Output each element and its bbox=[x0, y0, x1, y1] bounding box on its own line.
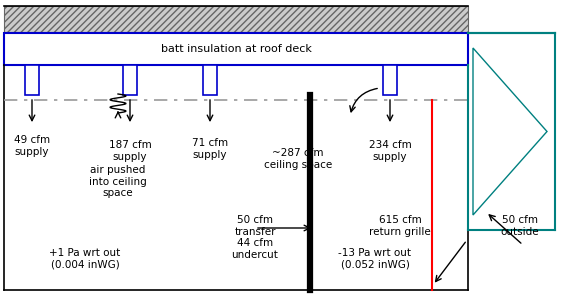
Text: ~287 cfm
ceiling space: ~287 cfm ceiling space bbox=[264, 148, 332, 170]
Bar bbox=[4, 6, 468, 32]
Text: 50 cfm
outside: 50 cfm outside bbox=[501, 215, 540, 237]
Text: 50 cfm
transfer
44 cfm
undercut: 50 cfm transfer 44 cfm undercut bbox=[232, 215, 278, 260]
Text: +1 Pa wrt out
(0.004 inWG): +1 Pa wrt out (0.004 inWG) bbox=[49, 248, 121, 270]
Text: 187 cfm
supply: 187 cfm supply bbox=[108, 140, 151, 162]
Text: batt insulation at roof deck: batt insulation at roof deck bbox=[161, 44, 311, 54]
Text: -13 Pa wrt out
(0.052 inWG): -13 Pa wrt out (0.052 inWG) bbox=[338, 248, 411, 270]
Text: air pushed
into ceiling
space: air pushed into ceiling space bbox=[89, 165, 147, 198]
Text: 49 cfm
supply: 49 cfm supply bbox=[14, 135, 50, 157]
Text: 71 cfm
supply: 71 cfm supply bbox=[192, 138, 228, 160]
Text: 615 cfm
return grille: 615 cfm return grille bbox=[369, 215, 431, 237]
Bar bbox=[383, 65, 397, 95]
Bar bbox=[203, 65, 217, 95]
Bar bbox=[4, 33, 468, 65]
Text: 234 cfm
supply: 234 cfm supply bbox=[369, 140, 411, 162]
Bar bbox=[123, 65, 137, 95]
Bar bbox=[25, 65, 39, 95]
